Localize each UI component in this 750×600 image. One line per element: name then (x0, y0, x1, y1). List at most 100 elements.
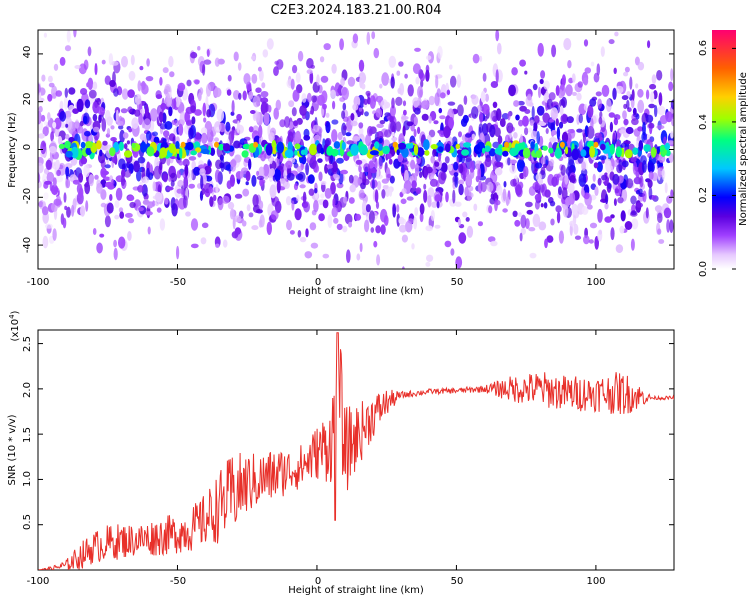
spectrogram-cell (484, 157, 492, 168)
spectrogram-cell (152, 131, 158, 137)
spectrogram-cell (52, 121, 57, 129)
spectrogram-cell (598, 116, 603, 125)
spectrogram-cell (497, 135, 503, 145)
spectrogram-cell (462, 211, 468, 218)
spectrogram-cell (549, 159, 555, 167)
spectrogram-cell (306, 92, 312, 103)
spectrogram-cell (564, 173, 569, 185)
spectrogram-cell (396, 70, 401, 76)
spectrogram-cell (206, 49, 210, 57)
spectrogram-cell (155, 90, 162, 100)
spectrogram-cell (134, 109, 141, 117)
spectrogram-cell (567, 59, 572, 69)
spectrogram-cell (44, 180, 52, 185)
spectrogram-cell (348, 197, 355, 204)
spectrogram-cell (161, 112, 167, 124)
spectrogram-cell (343, 125, 347, 131)
spectrogram-cell (201, 188, 206, 195)
spectrogram-band-cell (294, 149, 298, 156)
spectrogram-cell (425, 261, 431, 267)
spectrogram-cell (332, 198, 336, 206)
spectrogram-cell (446, 89, 451, 96)
spectrogram-cell (302, 191, 307, 205)
spectrogram-band-cell (463, 142, 472, 148)
spectrogram-cell (139, 133, 147, 141)
spectrogram-cell (413, 128, 417, 138)
spectrogram-cell (128, 70, 136, 81)
spectrogram-cell (612, 132, 616, 144)
spectrogram-cell (127, 217, 135, 224)
spectrogram-cell (356, 253, 361, 261)
spectrogram-cell (245, 170, 251, 182)
spectrogram-cell (159, 162, 163, 171)
spectrogram-cell (170, 180, 175, 187)
spectrogram-cell (220, 158, 225, 173)
spectrogram-cell (74, 65, 81, 69)
spectrogram-cell (286, 172, 295, 181)
spectrogram-cell (578, 173, 587, 187)
spectrogram-cell (197, 92, 202, 101)
spectrogram-cell (66, 206, 71, 218)
spectrogram-cell (64, 87, 69, 98)
spectrogram-band-cell (179, 147, 183, 159)
spectrogram-cell (373, 240, 378, 248)
spectrogram-cell (577, 81, 583, 88)
spectrogram-cell (78, 187, 84, 199)
spectrogram-cell (406, 196, 414, 201)
spectrogram-cell (569, 175, 576, 184)
spectrogram-cell (378, 156, 383, 170)
spectrogram-peak-cell (253, 141, 259, 148)
spectrogram-cell (648, 162, 655, 173)
spectrogram-cell (402, 125, 406, 137)
spectrogram-cell (630, 157, 637, 163)
spectrogram-cell (127, 106, 133, 113)
spectrogram-cell (494, 167, 503, 176)
spectrogram-band-cell (650, 146, 657, 158)
spectrogram-cell (242, 188, 250, 197)
spectrogram-band-cell (664, 142, 671, 151)
spectrogram-cell (84, 99, 91, 109)
spectrogram-cell (225, 121, 231, 132)
spectrogram-band-cell (502, 150, 509, 157)
spectrogram-cell (179, 111, 186, 125)
spectrogram-cell (82, 115, 88, 125)
spectrogram-cell (301, 93, 307, 103)
spectrogram-cell (184, 164, 189, 177)
spectrogram-cell (76, 98, 84, 112)
spectrogram-cell (342, 196, 348, 204)
spectrogram-cell (407, 218, 414, 224)
spectrogram-cell (222, 195, 230, 204)
spectrogram-cell (358, 189, 365, 200)
spectrogram-cell (236, 113, 243, 121)
spectrogram-cell (477, 221, 483, 227)
spectrogram-cell (269, 168, 275, 177)
spectrogram-cell (589, 222, 598, 229)
spectrogram-cell (546, 235, 554, 243)
spectrogram-cell (527, 93, 532, 101)
spectrogram-cell (194, 79, 200, 85)
spectrogram-cell (172, 136, 176, 146)
spectrogram-cell (200, 237, 207, 245)
spectrogram-cell (99, 233, 105, 238)
spectrogram-band-cell (85, 147, 92, 156)
spectrogram-cell (181, 188, 185, 198)
spectrogram-cell (604, 216, 612, 223)
spectrogram-cell (260, 101, 268, 116)
spectrogram-cell (113, 239, 117, 248)
spectrogram-cell (168, 97, 172, 107)
spectrogram-cell (92, 81, 98, 90)
spectrogram-band-cell (535, 150, 543, 159)
spectrogram-cell (636, 202, 643, 208)
spectrogram-cell (365, 134, 372, 147)
spectrogram-cell (263, 112, 270, 126)
spectrogram-cell (528, 227, 536, 232)
spectrogram-cell (430, 210, 435, 222)
spectrogram-cell (499, 118, 506, 128)
spectrogram-cell (551, 44, 557, 58)
spectrogram-cell (393, 158, 401, 169)
spectrogram-cell (259, 69, 264, 82)
spectrogram-cell (439, 92, 446, 99)
snr-x-tick-label: 50 (451, 576, 464, 587)
spectrogram-cell (197, 46, 201, 51)
